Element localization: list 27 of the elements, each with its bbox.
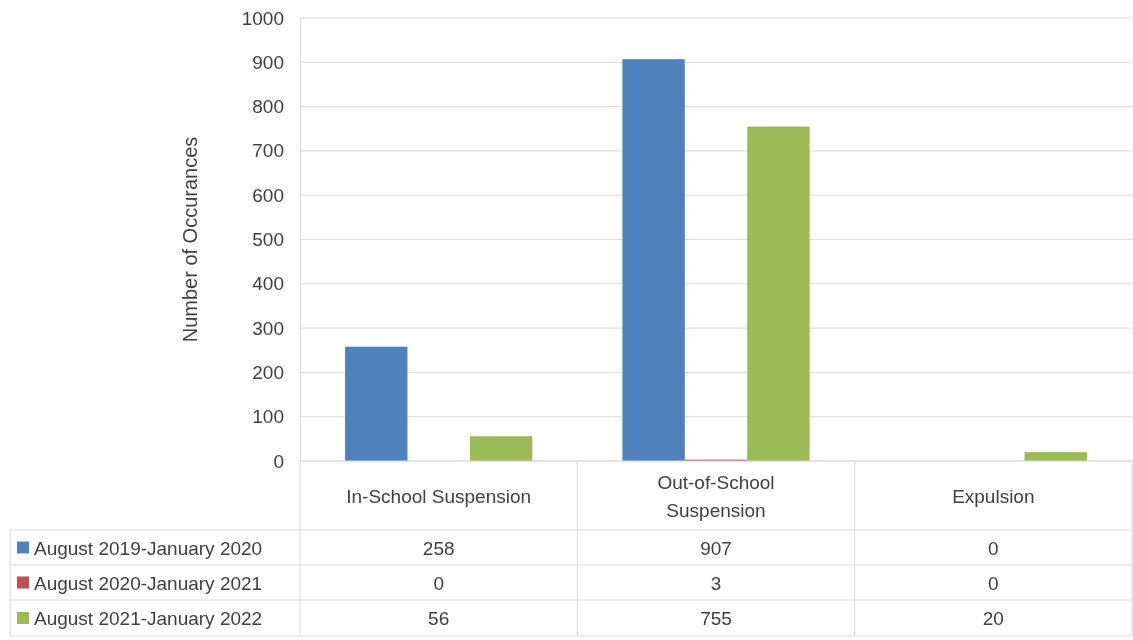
data-label: 0 — [988, 537, 999, 559]
y-tick-label: 400 — [252, 273, 284, 295]
legend-label: August 2019-January 2020 — [34, 537, 263, 559]
y-tick-label: 0 — [273, 450, 284, 472]
data-label: 258 — [422, 537, 455, 559]
y-tick-label: 500 — [252, 229, 284, 251]
y-tick-label: 600 — [252, 184, 284, 206]
y-tick-label: 800 — [252, 96, 284, 118]
y-tick-label: 200 — [252, 361, 284, 383]
y-tick-label: 700 — [252, 140, 284, 162]
data-label: 20 — [982, 608, 1004, 629]
legend-label: August 2020-January 2021 — [34, 572, 263, 594]
y-tick-label: 300 — [252, 317, 284, 339]
x-tick-label: Expulsion — [952, 485, 1035, 507]
data-label: 0 — [988, 572, 999, 594]
y-tick-label: 900 — [252, 51, 284, 73]
data-label: 907 — [700, 537, 732, 559]
legend-label: August 2021-January 2022 — [34, 608, 263, 629]
x-tick-label: In-School Suspension — [346, 485, 532, 507]
data-label: 0 — [433, 572, 444, 594]
data-label: 755 — [700, 608, 732, 629]
y-tick-label: 100 — [252, 406, 284, 428]
data-label: 56 — [428, 608, 450, 629]
data-label: 3 — [710, 572, 722, 594]
x-tick-label: Out-of-School Suspension — [657, 471, 775, 521]
y-tick-label: 1000 — [241, 7, 284, 29]
y-axis-title: Number of Occurances — [179, 136, 201, 343]
